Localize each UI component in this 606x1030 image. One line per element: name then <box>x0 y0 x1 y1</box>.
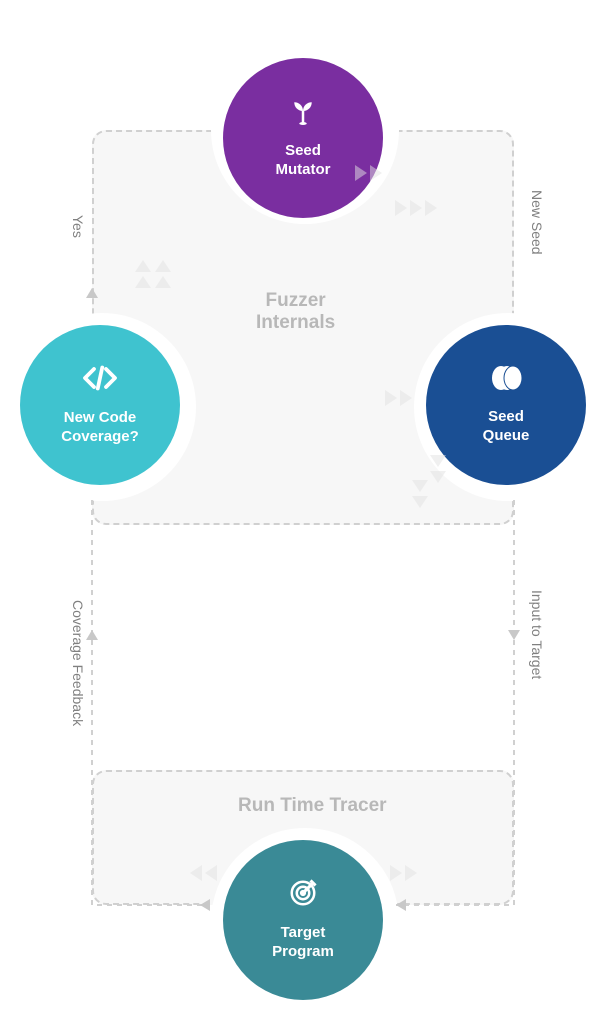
node-seed-queue: SeedQueue <box>426 325 586 485</box>
texture-tri <box>430 455 446 467</box>
texture-tri <box>135 276 151 288</box>
texture-tri <box>395 200 407 216</box>
edge-label-new_seed: New Seed <box>529 190 545 255</box>
texture-tri <box>385 390 397 406</box>
texture-tri <box>410 200 422 216</box>
arrowhead-up <box>86 630 98 640</box>
texture-tri <box>355 165 367 181</box>
texture-tri <box>390 865 402 881</box>
node-label: New CodeCoverage? <box>51 409 149 447</box>
code-icon <box>82 363 118 399</box>
texture-tri <box>425 200 437 216</box>
arrowhead-up <box>86 288 98 298</box>
texture-tri <box>430 471 446 483</box>
texture-tri <box>135 260 151 272</box>
edge-label-input_to_target: Input to Target <box>529 590 545 679</box>
node-new-code-coverage: New CodeCoverage? <box>20 325 180 485</box>
arrowhead-left <box>200 899 210 911</box>
sprout-icon <box>288 96 318 132</box>
texture-tri <box>405 865 417 881</box>
node-label: TargetProgram <box>262 924 344 962</box>
node-seed-mutator: SeedMutator <box>223 58 383 218</box>
arrowhead-down <box>508 630 520 640</box>
texture-tri <box>205 865 217 881</box>
texture-tri <box>412 480 428 492</box>
texture-tri <box>370 165 382 181</box>
edge-label-yes: Yes <box>70 215 86 238</box>
texture-tri <box>190 865 202 881</box>
edge-label-coverage_feedback: Coverage Feedback <box>70 600 86 726</box>
node-label: SeedQueue <box>473 408 540 446</box>
texture-tri <box>155 260 171 272</box>
node-label: SeedMutator <box>266 142 341 180</box>
texture-tri <box>155 276 171 288</box>
coins-icon <box>489 364 523 398</box>
texture-tri <box>412 496 428 508</box>
node-target-program: TargetProgram <box>223 840 383 1000</box>
target-icon <box>288 878 318 914</box>
arrowhead-left <box>396 899 406 911</box>
texture-tri <box>400 390 412 406</box>
